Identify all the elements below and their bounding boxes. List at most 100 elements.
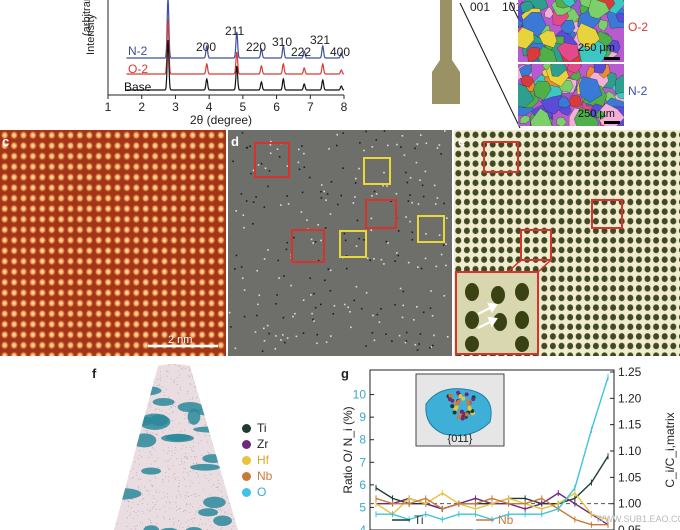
oxygen-cluster <box>132 433 157 448</box>
grain <box>596 109 606 119</box>
defect-dot <box>397 230 400 232</box>
legend-label: Nb <box>257 469 273 483</box>
legend-label: Zr <box>257 437 269 451</box>
defect-dot <box>386 185 388 187</box>
defect-dot <box>264 167 267 170</box>
defect-dot <box>300 211 303 213</box>
panel-e-lattice <box>454 130 680 356</box>
defect-dot <box>286 337 289 339</box>
defect-dot <box>252 223 254 225</box>
defect-dot <box>400 146 402 148</box>
defect-dot <box>240 266 243 268</box>
defect-dot <box>417 203 420 205</box>
ebsd-label-n2: N-2 <box>628 84 648 98</box>
atom-dot <box>471 397 476 402</box>
defect-box-red <box>483 141 519 173</box>
defect-dot <box>269 152 272 155</box>
xrd-tick-label: 7 <box>307 100 314 114</box>
defect-dot <box>365 345 367 347</box>
defect-dot <box>282 334 284 336</box>
defect-dot <box>313 320 315 322</box>
apt-legend: Ti Zr Hf Nb O <box>242 420 272 500</box>
defect-dot <box>337 203 339 206</box>
defect-dot <box>376 313 379 316</box>
defect-dot <box>405 216 407 218</box>
xrd-peak-321: 321 <box>310 33 331 47</box>
defect-dot <box>252 201 255 203</box>
defect-dot <box>257 164 260 166</box>
defect-dot <box>250 172 252 175</box>
defect-dot <box>309 176 311 179</box>
defect-dot <box>402 304 404 307</box>
ebsd-map-n2 <box>518 64 624 126</box>
y2-tick-label: 0.95 <box>618 523 642 530</box>
defect-dot <box>336 144 338 147</box>
defect-dot <box>286 241 289 244</box>
legend-item-ti: Ti <box>242 420 272 436</box>
defect-dot <box>350 326 352 329</box>
defect-dot <box>419 179 421 181</box>
defect-dot <box>396 252 398 254</box>
defect-dot <box>365 130 367 133</box>
oxygen-cluster <box>114 381 141 392</box>
defect-dot <box>372 314 374 317</box>
defect-dot <box>355 285 358 288</box>
defect-dot <box>421 184 424 187</box>
defect-dot <box>234 347 237 350</box>
defect-dot <box>345 255 348 257</box>
defect-dot <box>365 292 368 294</box>
defect-dot <box>249 145 251 148</box>
atom-dot <box>460 416 465 421</box>
y-tick-label: 5 <box>359 500 366 514</box>
defect-dot <box>329 289 332 292</box>
xrd-trace-label-base: Base <box>124 80 152 94</box>
defect-dot <box>416 306 418 308</box>
defect-dot <box>387 144 389 147</box>
defect-dot <box>396 143 398 146</box>
atom-dot <box>452 410 457 415</box>
defect-dot <box>430 346 433 348</box>
defect-dot <box>280 339 282 341</box>
defect-dot <box>267 249 269 251</box>
oxygen-cluster <box>202 454 224 463</box>
defect-dot <box>422 311 425 314</box>
defect-dot <box>356 219 359 222</box>
xrd-xlabel: 2θ (degree) <box>190 113 253 127</box>
defect-dot <box>309 277 312 279</box>
inset-zoom <box>455 271 539 355</box>
defect-dot <box>347 306 349 309</box>
defect-dot <box>433 184 436 187</box>
grain <box>615 74 624 94</box>
defect-dot <box>243 315 246 318</box>
defect-dot <box>240 193 243 195</box>
defect-dot <box>409 177 412 179</box>
grain <box>607 39 621 54</box>
defect-dot <box>258 294 261 297</box>
defect-dot <box>424 257 427 260</box>
defect-dot <box>433 334 435 337</box>
defect-dot <box>343 303 346 306</box>
defect-dot <box>413 319 415 321</box>
legend-text-o: O <box>470 527 479 530</box>
defect-dot <box>269 144 272 146</box>
xrd-peak-200: 200 <box>196 40 217 54</box>
defect-dot <box>390 200 392 202</box>
defect-dot <box>320 239 322 242</box>
xrd-trace-line <box>126 39 345 91</box>
defect-dot <box>328 148 330 150</box>
ebsd-map-o2 <box>518 0 624 62</box>
defect-dot <box>263 327 265 330</box>
legend-text-ti: Ti <box>414 513 424 527</box>
defect-box-yellow <box>363 157 391 185</box>
defect-dot <box>241 277 244 279</box>
legend-label: O <box>257 485 267 499</box>
oxygen-cluster <box>165 433 192 442</box>
defect-dot <box>359 142 361 144</box>
legend-dot-icon <box>242 471 251 481</box>
defect-dot <box>411 231 414 234</box>
defect-dot <box>235 254 238 257</box>
legend-dot-icon <box>242 455 251 465</box>
defect-dot <box>314 306 317 309</box>
defect-dot <box>243 226 245 229</box>
grain <box>593 64 606 74</box>
